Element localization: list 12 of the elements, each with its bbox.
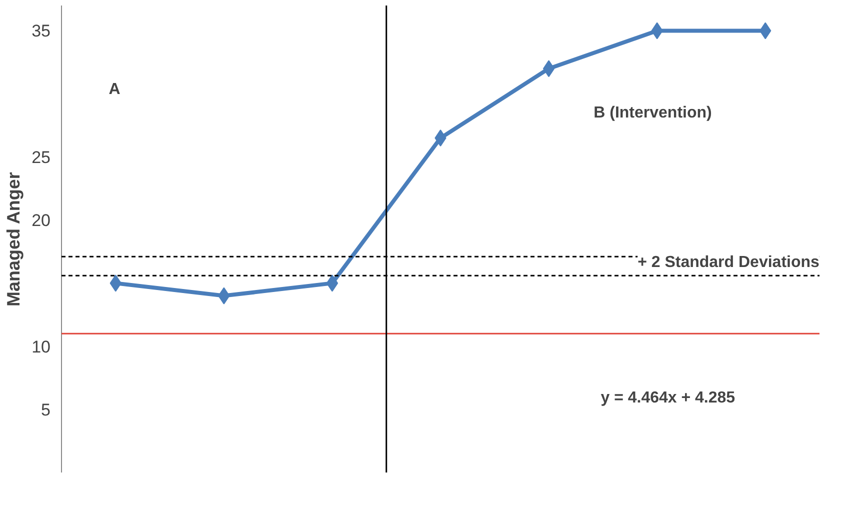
y-tick-label: 25 <box>32 148 51 167</box>
point <box>542 60 555 78</box>
point <box>326 274 338 292</box>
y-tick-label: 5 <box>41 400 51 420</box>
annotation: y = 4.464x + 4.285 <box>600 389 736 406</box>
annotation: B (Intervention) <box>594 104 712 122</box>
annotation: + 2 Standard Deviations <box>638 254 820 271</box>
y-tick-label: 20 <box>32 211 51 230</box>
y-tick-label: 10 <box>32 337 51 356</box>
annotation: A <box>108 81 121 98</box>
y-axis-title: Managed Anger <box>4 172 24 307</box>
y-tick-label: 35 <box>32 22 51 41</box>
